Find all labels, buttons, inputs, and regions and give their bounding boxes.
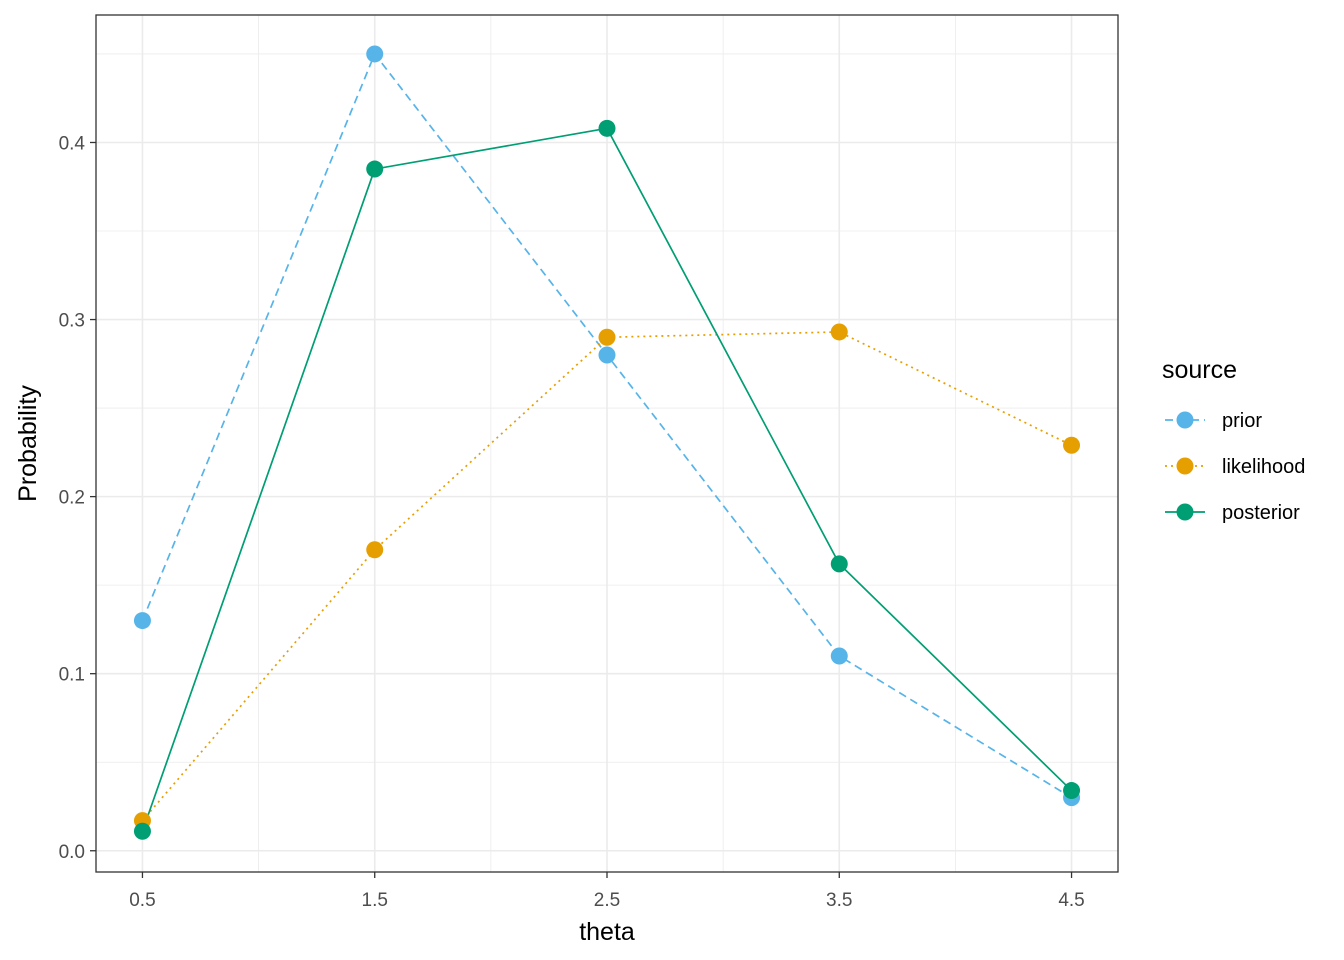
x-tick-label: 1.5 — [362, 890, 388, 911]
grid — [96, 15, 1118, 872]
point-likelihood — [830, 323, 848, 341]
legend: source prior likelihood posterior — [1162, 356, 1305, 524]
x-tick-label: 2.5 — [594, 890, 620, 911]
legend-title: source — [1162, 356, 1237, 384]
y-tick-label: 0.3 — [59, 311, 85, 332]
series-line-likelihood — [141, 331, 1072, 822]
legend-label-prior: prior — [1222, 410, 1262, 432]
point-prior — [598, 346, 616, 364]
point-prior — [133, 612, 151, 630]
point-posterior — [366, 160, 384, 178]
point-posterior — [830, 555, 848, 573]
point-posterior — [1063, 782, 1081, 800]
legend-key-point-likelihood — [1176, 457, 1194, 475]
x-tick-label: 3.5 — [826, 890, 852, 911]
point-likelihood — [366, 541, 384, 559]
legend-label-likelihood: likelihood — [1222, 456, 1305, 478]
x-tick-label: 0.5 — [129, 890, 155, 911]
y-tick-label: 0.2 — [59, 488, 85, 509]
series-points — [133, 45, 1081, 840]
y-axis: 0.0 0.1 0.2 0.3 0.4 — [59, 133, 96, 863]
legend-label-posterior: posterior — [1222, 502, 1300, 524]
y-axis-title: Probability — [14, 385, 42, 502]
legend-key-point-prior — [1176, 411, 1194, 429]
y-tick-label: 0.1 — [59, 665, 85, 686]
point-posterior — [598, 119, 616, 137]
point-likelihood — [1063, 436, 1081, 454]
point-posterior — [133, 822, 151, 840]
point-likelihood — [598, 328, 616, 346]
point-prior — [830, 647, 848, 665]
y-tick-label: 0.0 — [59, 842, 85, 863]
x-tick-label: 4.5 — [1058, 890, 1084, 911]
x-axis: 0.5 1.5 2.5 3.5 4.5 — [129, 872, 1085, 911]
y-tick-label: 0.4 — [59, 133, 86, 154]
x-axis-title: theta — [579, 918, 635, 946]
point-prior — [366, 45, 384, 63]
legend-key-point-posterior — [1176, 503, 1194, 521]
